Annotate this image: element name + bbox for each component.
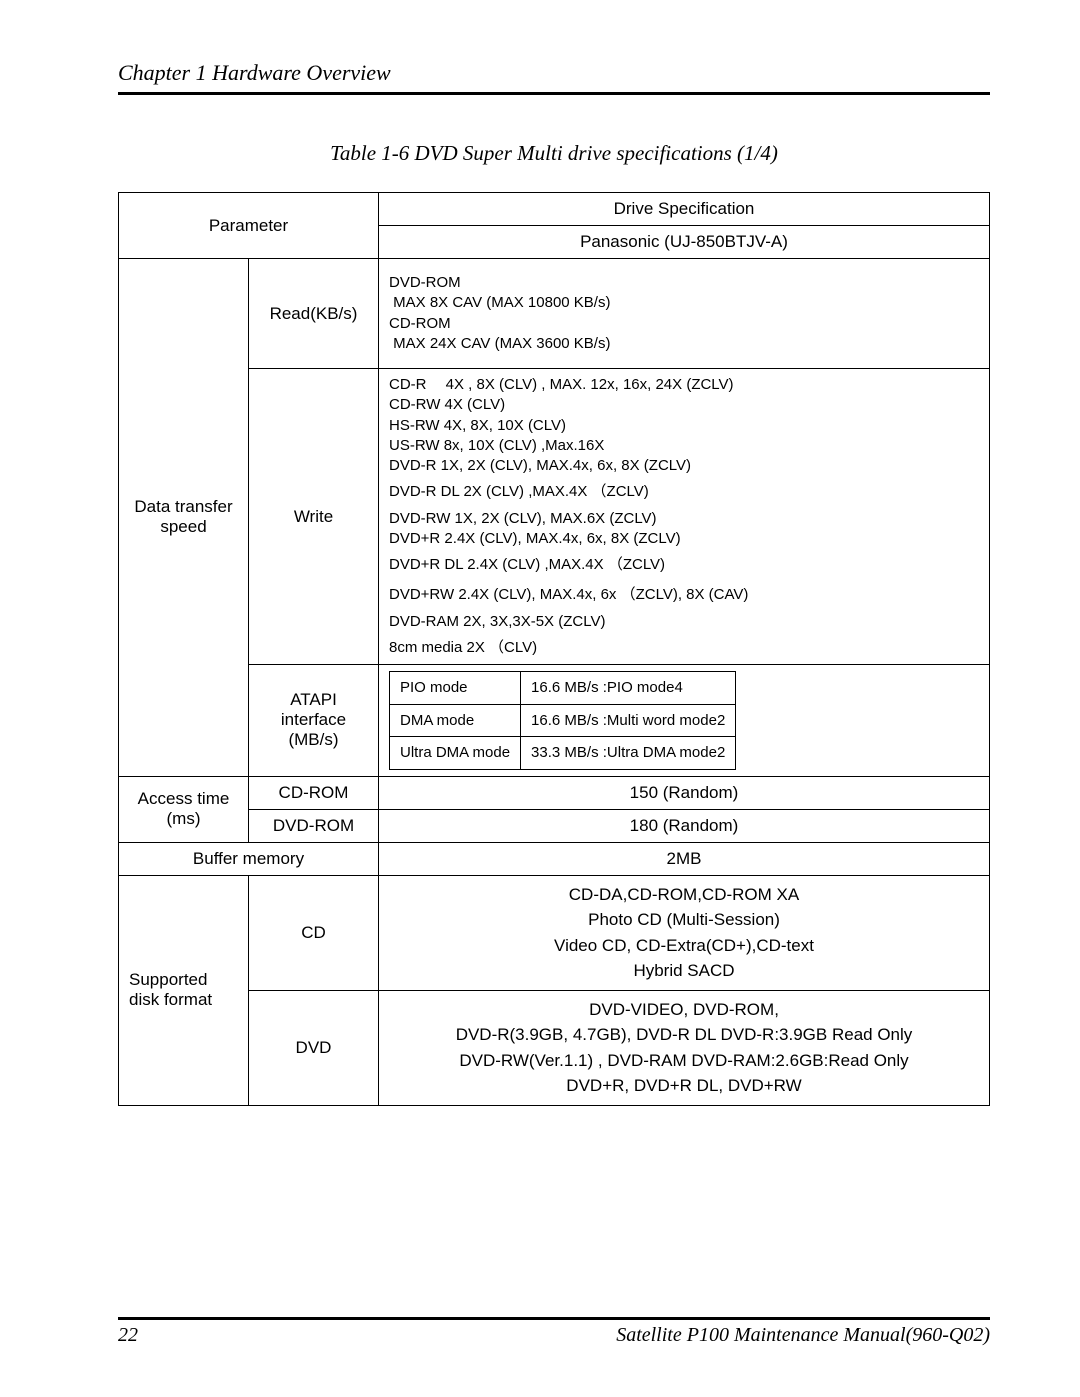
parameter-header: Parameter <box>119 193 379 259</box>
access-dvdrom-val: 180 (Random) <box>379 809 990 842</box>
data-transfer-label: Data transfer speed <box>119 259 249 777</box>
format-cd-line: Hybrid SACD <box>389 958 979 984</box>
write-line: US-RW 8x, 10X (CLV) ,Max.16X <box>389 436 979 456</box>
write-values: CD-R 4X , 8X (CLV) , MAX. 12x, 16x, 24X … <box>379 369 990 665</box>
access-dvdrom-label: DVD-ROM <box>249 809 379 842</box>
supported-format-label: Supported disk format <box>119 875 249 1105</box>
format-cd-label: CD <box>249 875 379 990</box>
read-label: Read(KB/s) <box>249 259 379 369</box>
format-cd-line: CD-DA,CD-ROM,CD-ROM XA <box>389 882 979 908</box>
write-line: DVD+R DL 2.4X (CLV) ,MAX.4X （ZCLV) <box>389 555 979 575</box>
header-rule <box>118 92 990 95</box>
footer-rule <box>118 1317 990 1320</box>
format-dvd-line: DVD-VIDEO, DVD-ROM, <box>389 997 979 1023</box>
spec-table: Parameter Drive Specification Panasonic … <box>118 192 990 1106</box>
write-label: Write <box>249 369 379 665</box>
atapi-val: 16.6 MB/s :PIO mode4 <box>521 672 736 705</box>
read-line: CD-ROM <box>389 314 979 334</box>
chapter-header: Chapter 1 Hardware Overview <box>118 60 990 88</box>
write-line: DVD-R 1X, 2X (CLV), MAX.4x, 6x, 8X (ZCLV… <box>389 456 979 476</box>
write-line: DVD-RW 1X, 2X (CLV), MAX.6X (ZCLV) <box>389 509 979 529</box>
access-cdrom-val: 150 (Random) <box>379 776 990 809</box>
page-footer: 22 Satellite P100 Maintenance Manual(960… <box>118 1317 990 1347</box>
format-dvd-line: DVD+R, DVD+R DL, DVD+RW <box>389 1073 979 1099</box>
atapi-mode: PIO mode <box>390 672 521 705</box>
write-line: DVD-R DL 2X (CLV) ,MAX.4X （ZCLV) <box>389 482 979 502</box>
manual-title: Satellite P100 Maintenance Manual(960-Q0… <box>616 1324 990 1347</box>
access-time-label: Access time (ms) <box>119 776 249 842</box>
format-cd-line: Photo CD (Multi-Session) <box>389 907 979 933</box>
atapi-val: 16.6 MB/s :Multi word mode2 <box>521 704 736 737</box>
buffer-label: Buffer memory <box>119 842 379 875</box>
write-line: DVD+R 2.4X (CLV), MAX.4x, 6x, 8X (ZCLV) <box>389 529 979 549</box>
atapi-values: PIO mode 16.6 MB/s :PIO mode4 DMA mode 1… <box>379 665 990 777</box>
atapi-label: ATAPI interface (MB/s) <box>249 665 379 777</box>
atapi-mode: Ultra DMA mode <box>390 737 521 770</box>
format-cd-values: CD-DA,CD-ROM,CD-ROM XA Photo CD (Multi-S… <box>379 875 990 990</box>
write-line: DVD+RW 2.4X (CLV), MAX.4x, 6x （ZCLV), 8X… <box>389 585 979 605</box>
read-line: DVD-ROM <box>389 273 979 293</box>
atapi-mode: DMA mode <box>390 704 521 737</box>
page: Chapter 1 Hardware Overview Table 1-6 DV… <box>0 0 1080 1397</box>
format-cd-line: Video CD, CD-Extra(CD+),CD-text <box>389 933 979 959</box>
read-line: MAX 8X CAV (MAX 10800 KB/s) <box>389 293 979 313</box>
read-line: MAX 24X CAV (MAX 3600 KB/s) <box>389 334 979 354</box>
format-dvd-line: DVD-RW(Ver.1.1) , DVD-RAM DVD-RAM:2.6GB:… <box>389 1048 979 1074</box>
format-dvd-values: DVD-VIDEO, DVD-ROM, DVD-R(3.9GB, 4.7GB),… <box>379 990 990 1105</box>
format-dvd-label: DVD <box>249 990 379 1105</box>
page-number: 22 <box>118 1324 138 1347</box>
atapi-inner-table: PIO mode 16.6 MB/s :PIO mode4 DMA mode 1… <box>389 671 736 770</box>
access-cdrom-label: CD-ROM <box>249 776 379 809</box>
drive-spec-header: Drive Specification <box>379 193 990 226</box>
buffer-val: 2MB <box>379 842 990 875</box>
drive-model: Panasonic (UJ-850BTJV-A) <box>379 226 990 259</box>
atapi-val: 33.3 MB/s :Ultra DMA mode2 <box>521 737 736 770</box>
write-line: CD-R 4X , 8X (CLV) , MAX. 12x, 16x, 24X … <box>389 375 979 395</box>
write-line: CD-RW 4X (CLV) <box>389 395 979 415</box>
write-line: 8cm media 2X （CLV) <box>389 638 979 658</box>
read-values: DVD-ROM MAX 8X CAV (MAX 10800 KB/s) CD-R… <box>379 259 990 369</box>
write-line: DVD-RAM 2X, 3X,3X-5X (ZCLV) <box>389 612 979 632</box>
write-line: HS-RW 4X, 8X, 10X (CLV) <box>389 416 979 436</box>
table-caption: Table 1-6 DVD Super Multi drive specific… <box>118 141 990 166</box>
format-dvd-line: DVD-R(3.9GB, 4.7GB), DVD-R DL DVD-R:3.9G… <box>389 1022 979 1048</box>
